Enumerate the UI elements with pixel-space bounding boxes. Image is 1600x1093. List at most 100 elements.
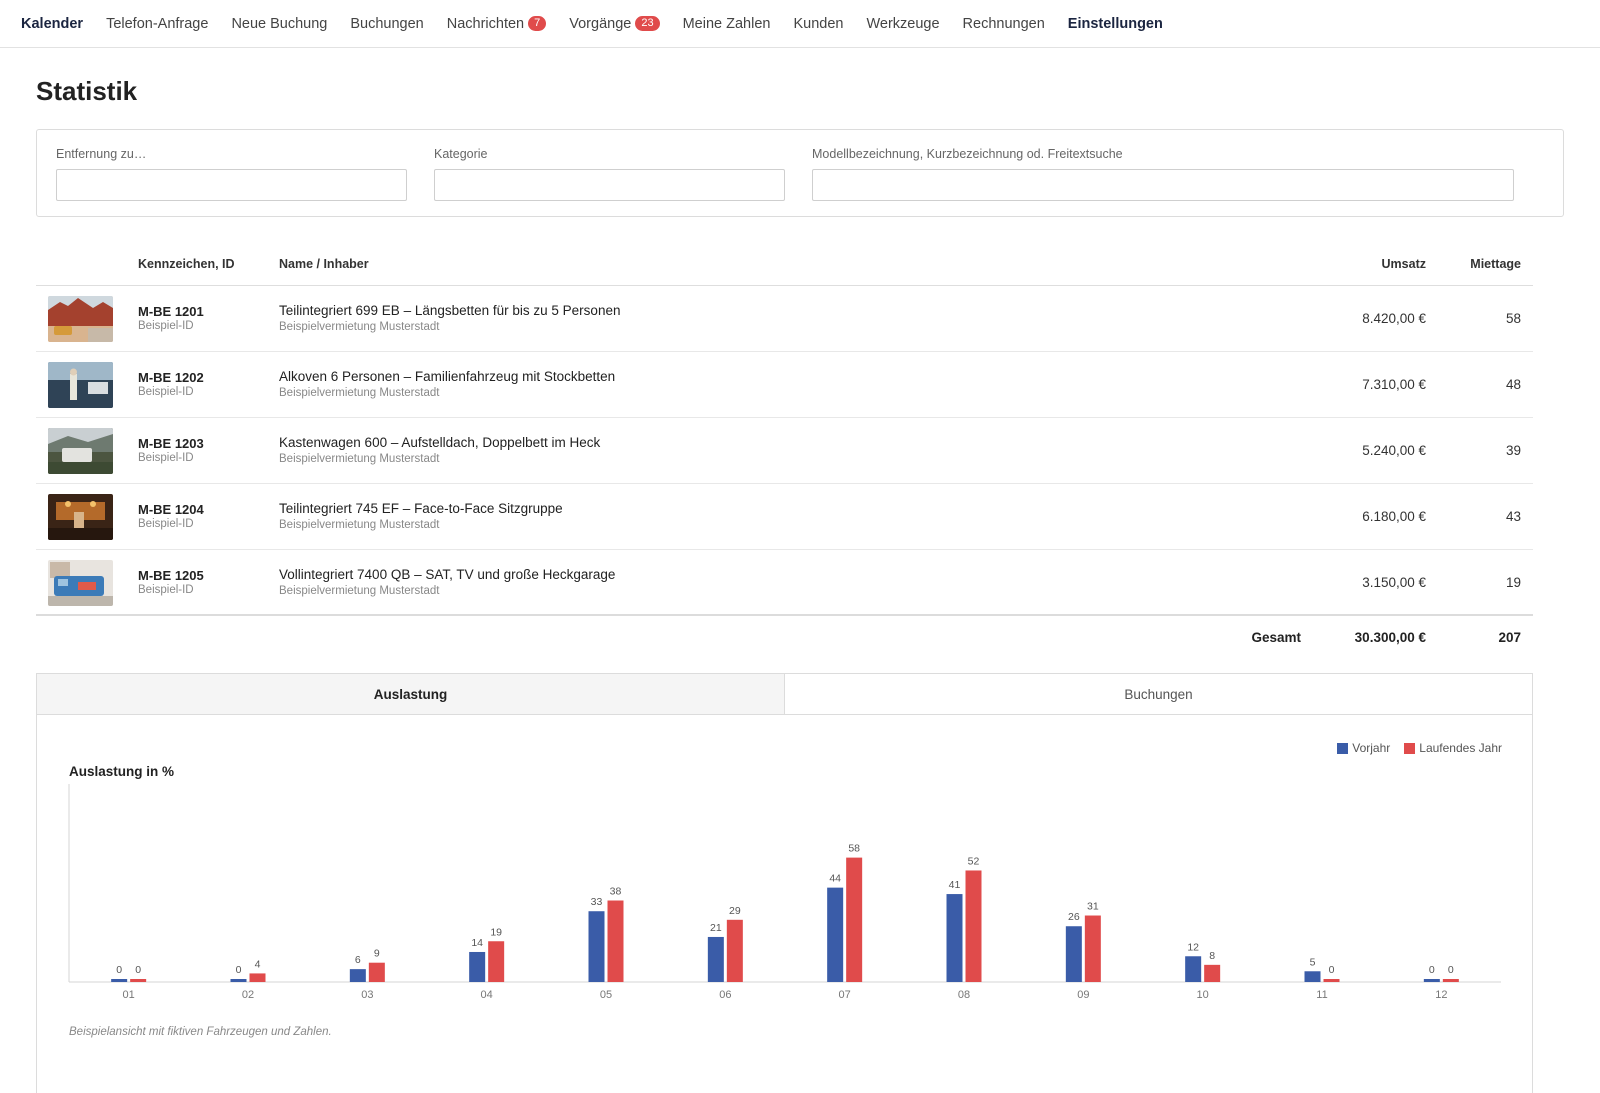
nav-item-label: Werkzeuge [866,15,940,32]
category-input[interactable] [434,169,785,201]
header-plate[interactable]: Kennzeichen, ID [138,257,235,271]
legend-item-current-year[interactable]: Laufendes Jahr [1404,741,1502,755]
nav-item-label: Buchungen [350,15,424,32]
total-revenue: 30.300,00 € [1354,630,1426,645]
chart-footnote: Beispielansicht mit fiktiven Fahrzeugen … [69,1026,332,1038]
bar-prev-year[interactable] [230,979,247,982]
vehicle-name[interactable]: Teilintegriert 745 EF – Face-to-Face Sit… [279,501,563,516]
bar-value-label: 12 [1187,941,1199,953]
x-tick-label: 09 [1077,989,1089,1001]
vehicle-name[interactable]: Vollintegriert 7400 QB – SAT, TV und gro… [279,567,616,582]
table-totals-row: Gesamt 30.300,00 € 207 [36,616,1533,660]
bar-prev-year[interactable] [707,936,724,982]
bar-value-label: 14 [471,937,483,949]
vehicle-rental-days: 48 [1505,377,1521,392]
bar-current-year[interactable] [1442,979,1459,982]
vehicle-owner: Beispielvermietung Musterstadt [279,519,440,531]
nav-item-buchungen[interactable]: Buchungen [350,16,423,32]
notification-badge: 23 [635,16,660,31]
vehicle-owner: Beispielvermietung Musterstadt [279,387,440,399]
bar-prev-year[interactable] [588,911,605,982]
x-tick-label: 10 [1197,989,1209,1001]
bar-value-label: 44 [829,873,841,885]
vehicle-plate[interactable]: M-BE 1202 [138,370,204,385]
nav-item-einstellungen[interactable]: Einstellungen [1068,16,1163,32]
bar-value-label: 9 [374,948,380,960]
bar-current-year[interactable] [1204,964,1221,982]
tab-buchungen[interactable]: Buchungen [785,674,1532,714]
bar-prev-year[interactable] [1423,979,1440,982]
bar-current-year[interactable] [488,941,505,982]
header-name[interactable]: Name / Inhaber [279,257,369,271]
vehicle-plate[interactable]: M-BE 1201 [138,304,204,319]
bar-current-year[interactable] [607,900,624,983]
x-tick-label: 01 [123,989,135,1001]
bar-prev-year[interactable] [946,894,963,982]
bar-current-year[interactable] [726,919,743,982]
table-row[interactable]: M-BE 1205 Beispiel-ID Vollintegriert 740… [36,550,1533,616]
bar-prev-year[interactable] [1065,926,1082,982]
table-row[interactable]: M-BE 1201 Beispiel-ID Teilintegriert 699… [36,286,1533,352]
search-input[interactable] [812,169,1514,201]
total-rental-days: 207 [1498,630,1521,645]
vehicle-plate[interactable]: M-BE 1203 [138,436,204,451]
bar-value-label: 0 [116,964,122,976]
table-row[interactable]: M-BE 1204 Beispiel-ID Teilintegriert 745… [36,484,1533,550]
legend-label: Vorjahr [1352,741,1391,755]
nav-item-neue-buchung[interactable]: Neue Buchung [231,16,327,32]
header-revenue[interactable]: Umsatz [1381,257,1426,271]
bar-current-year[interactable] [1084,915,1101,982]
bar-prev-year[interactable] [1304,971,1321,982]
nav-item-kalender[interactable]: Kalender [21,16,83,32]
x-tick-label: 06 [719,989,731,1001]
bar-value-label: 29 [729,905,741,917]
vehicle-name[interactable]: Alkoven 6 Personen – Familienfahrzeug mi… [279,369,616,384]
nav-item-vorgänge[interactable]: Vorgänge 23 [569,16,660,32]
vehicle-revenue: 5.240,00 € [1362,443,1426,458]
distance-input[interactable] [56,169,407,201]
nav-item-werkzeuge[interactable]: Werkzeuge [866,16,939,32]
legend-item-prev-year[interactable]: Vorjahr [1337,741,1390,755]
bar-prev-year[interactable] [469,951,486,982]
vehicle-plate[interactable]: M-BE 1205 [138,568,204,583]
bar-current-year[interactable] [130,979,147,982]
vehicle-revenue: 8.420,00 € [1362,311,1426,326]
vehicle-id: Beispiel-ID [138,518,194,530]
tab-auslastung[interactable]: Auslastung [37,674,785,714]
table-header: Kennzeichen, ID Name / Inhaber Umsatz Mi… [36,240,1533,286]
bar-value-label: 41 [949,879,961,891]
category-label: Kategorie [434,147,488,161]
nav-item-rechnungen[interactable]: Rechnungen [963,16,1045,32]
nav-item-kunden[interactable]: Kunden [793,16,843,32]
nav-item-meine-zahlen[interactable]: Meine Zahlen [683,16,771,32]
table-row[interactable]: M-BE 1202 Beispiel-ID Alkoven 6 Personen… [36,352,1533,418]
vehicle-name[interactable]: Kastenwagen 600 – Aufstelldach, Doppelbe… [279,435,601,450]
nav-item-label: Rechnungen [962,15,1045,32]
top-navigation: Kalender Telefon-Anfrage Neue Buchung Buchu… [0,0,1600,48]
nav-item-telefon-anfrage[interactable]: Telefon-Anfrage [106,16,208,32]
vehicle-id: Beispiel-ID [138,584,194,596]
bar-prev-year[interactable] [827,887,844,982]
bar-current-year[interactable] [846,857,863,982]
bar-prev-year[interactable] [111,979,128,982]
vehicle-name[interactable]: Teilintegriert 699 EB – Längsbetten für … [279,303,621,318]
bar-current-year[interactable] [965,870,982,982]
nav-item-nachrichten[interactable]: Nachrichten 7 [447,16,547,32]
header-rental-days[interactable]: Miettage [1470,257,1521,271]
search-filter: Modellbezeichnung, Kurzbezeichnung od. F… [812,147,1514,201]
distance-label: Entfernung zu… [56,147,147,161]
bar-current-year[interactable] [368,962,385,982]
chart-title: Auslastung in % [69,764,175,779]
bar-prev-year[interactable] [349,969,366,982]
bar-value-label: 26 [1068,911,1080,923]
bar-prev-year[interactable] [1185,956,1202,982]
vehicle-thumbnail [48,560,113,606]
bar-current-year[interactable] [1323,979,1340,982]
table-row[interactable]: M-BE 1203 Beispiel-ID Kastenwagen 600 – … [36,418,1533,484]
bar-current-year[interactable] [249,973,266,982]
nav-item-label: Einstellungen [1067,15,1163,32]
x-tick-label: 05 [600,989,612,1001]
chart-card: Auslastung Buchungen Vorjahr Laufendes J… [36,673,1533,1093]
vehicle-plate[interactable]: M-BE 1204 [138,502,204,517]
